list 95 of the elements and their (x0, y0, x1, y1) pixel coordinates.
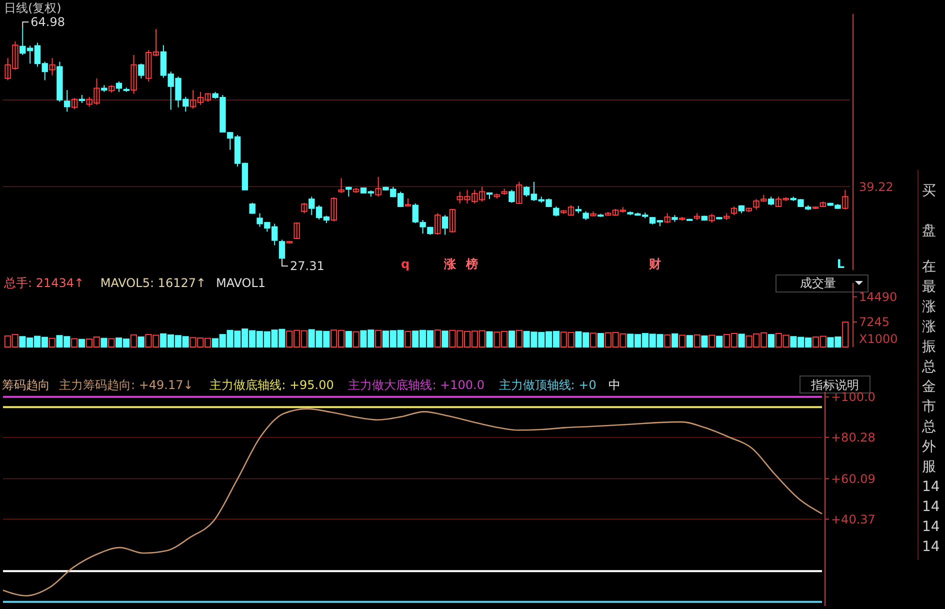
y-tick-label: +100.0 (831, 390, 876, 404)
bar (100, 338, 108, 348)
bar (345, 330, 352, 348)
text: 14 (922, 478, 940, 495)
bar (434, 330, 441, 348)
candlestick (71, 98, 78, 110)
y-axis-title: X1000 (859, 332, 898, 346)
y-tick-label: 14490 (859, 290, 898, 304)
candlestick (375, 176, 382, 198)
ref-line-label: 主力做底轴线: +95.00 (210, 378, 334, 392)
text: 服 (922, 458, 936, 475)
candlestick (116, 80, 122, 92)
text: 在 (922, 258, 936, 275)
candlestick (278, 239, 286, 260)
bar (708, 334, 716, 348)
candlestick (516, 181, 522, 205)
annotation: 指标说明 (810, 378, 859, 392)
bar (404, 330, 412, 348)
annotation: MAVOL5: 16127↑ (100, 276, 206, 290)
candlestick (49, 58, 56, 76)
candlestick (249, 202, 256, 214)
text: 外 (922, 438, 936, 455)
candlestick (442, 214, 448, 236)
text: 振 (922, 338, 936, 355)
text: 买 (922, 182, 936, 199)
y-tick-label: +80.28 (831, 430, 876, 445)
bar (71, 338, 78, 348)
candlestick (508, 189, 515, 204)
ref-line-label: 主力做顶轴线: +0 (498, 378, 596, 392)
text: 涨 (922, 298, 936, 315)
bar (738, 334, 745, 348)
candlestick (664, 212, 670, 224)
bar (664, 334, 671, 348)
annotation: q (401, 257, 410, 271)
text: 14 (922, 498, 940, 515)
text: 最 (922, 278, 936, 295)
annotation: 中 (608, 378, 621, 392)
text: 14 (922, 538, 940, 555)
bar (716, 336, 723, 348)
text: 金 (922, 378, 936, 395)
annotation: 成交量 (800, 276, 836, 290)
bar (508, 330, 516, 348)
bar (842, 322, 849, 348)
bar (516, 330, 522, 348)
annotation: 财 (648, 257, 662, 271)
bar (686, 335, 693, 348)
y-tick-label: 7245 (859, 315, 890, 330)
bar (130, 334, 137, 348)
text: 涨 (922, 318, 936, 335)
bar (486, 331, 493, 348)
candlestick (138, 63, 144, 79)
bar (442, 330, 448, 348)
text: 主力筹码趋向: +49.17↓ (59, 378, 194, 392)
bar (694, 334, 700, 348)
y-tick-label: +60.09 (831, 472, 876, 486)
text: 总 (921, 418, 936, 435)
annotation: 涨 (443, 257, 458, 271)
bar (597, 333, 604, 348)
text: 14 (922, 518, 940, 535)
candlestick (130, 54, 137, 94)
candlestick (553, 206, 560, 217)
bar (768, 334, 775, 348)
ref-line-label: 39.22 (859, 180, 894, 194)
bar (590, 332, 597, 348)
annotation: 64.98 (30, 15, 65, 30)
annotation: L (836, 257, 845, 271)
text: 盘 (922, 222, 936, 239)
candlestick (294, 222, 300, 240)
bar (138, 336, 144, 348)
candlestick (301, 202, 308, 214)
chart-title: 日线(复权) (4, 1, 62, 15)
annotation: 榜 (465, 257, 478, 271)
bar (375, 330, 382, 348)
candlestick (449, 208, 456, 233)
candlestick (434, 212, 441, 236)
y-tick-label: +40.37 (831, 512, 876, 526)
chart-title: 筹码趋向 (2, 378, 50, 392)
ref-line-label: 主力做大底轴线: +100.0 (348, 378, 484, 392)
candlestick (338, 178, 344, 194)
candlestick (330, 196, 337, 222)
annotation: 总手: 21434↑ (3, 276, 84, 290)
bar (48, 338, 56, 348)
bar (78, 338, 86, 348)
text: 总 (921, 358, 936, 375)
bar (352, 331, 360, 348)
candlestick (64, 90, 70, 112)
bar (701, 335, 708, 348)
text: 市 (922, 398, 936, 415)
bar (678, 334, 686, 348)
bar (672, 333, 678, 348)
candlestick (842, 189, 848, 210)
annotation: MAVOL1 (216, 276, 266, 290)
bar (108, 338, 115, 348)
annotation: 27.31 (290, 259, 324, 274)
line-series (2, 408, 823, 596)
